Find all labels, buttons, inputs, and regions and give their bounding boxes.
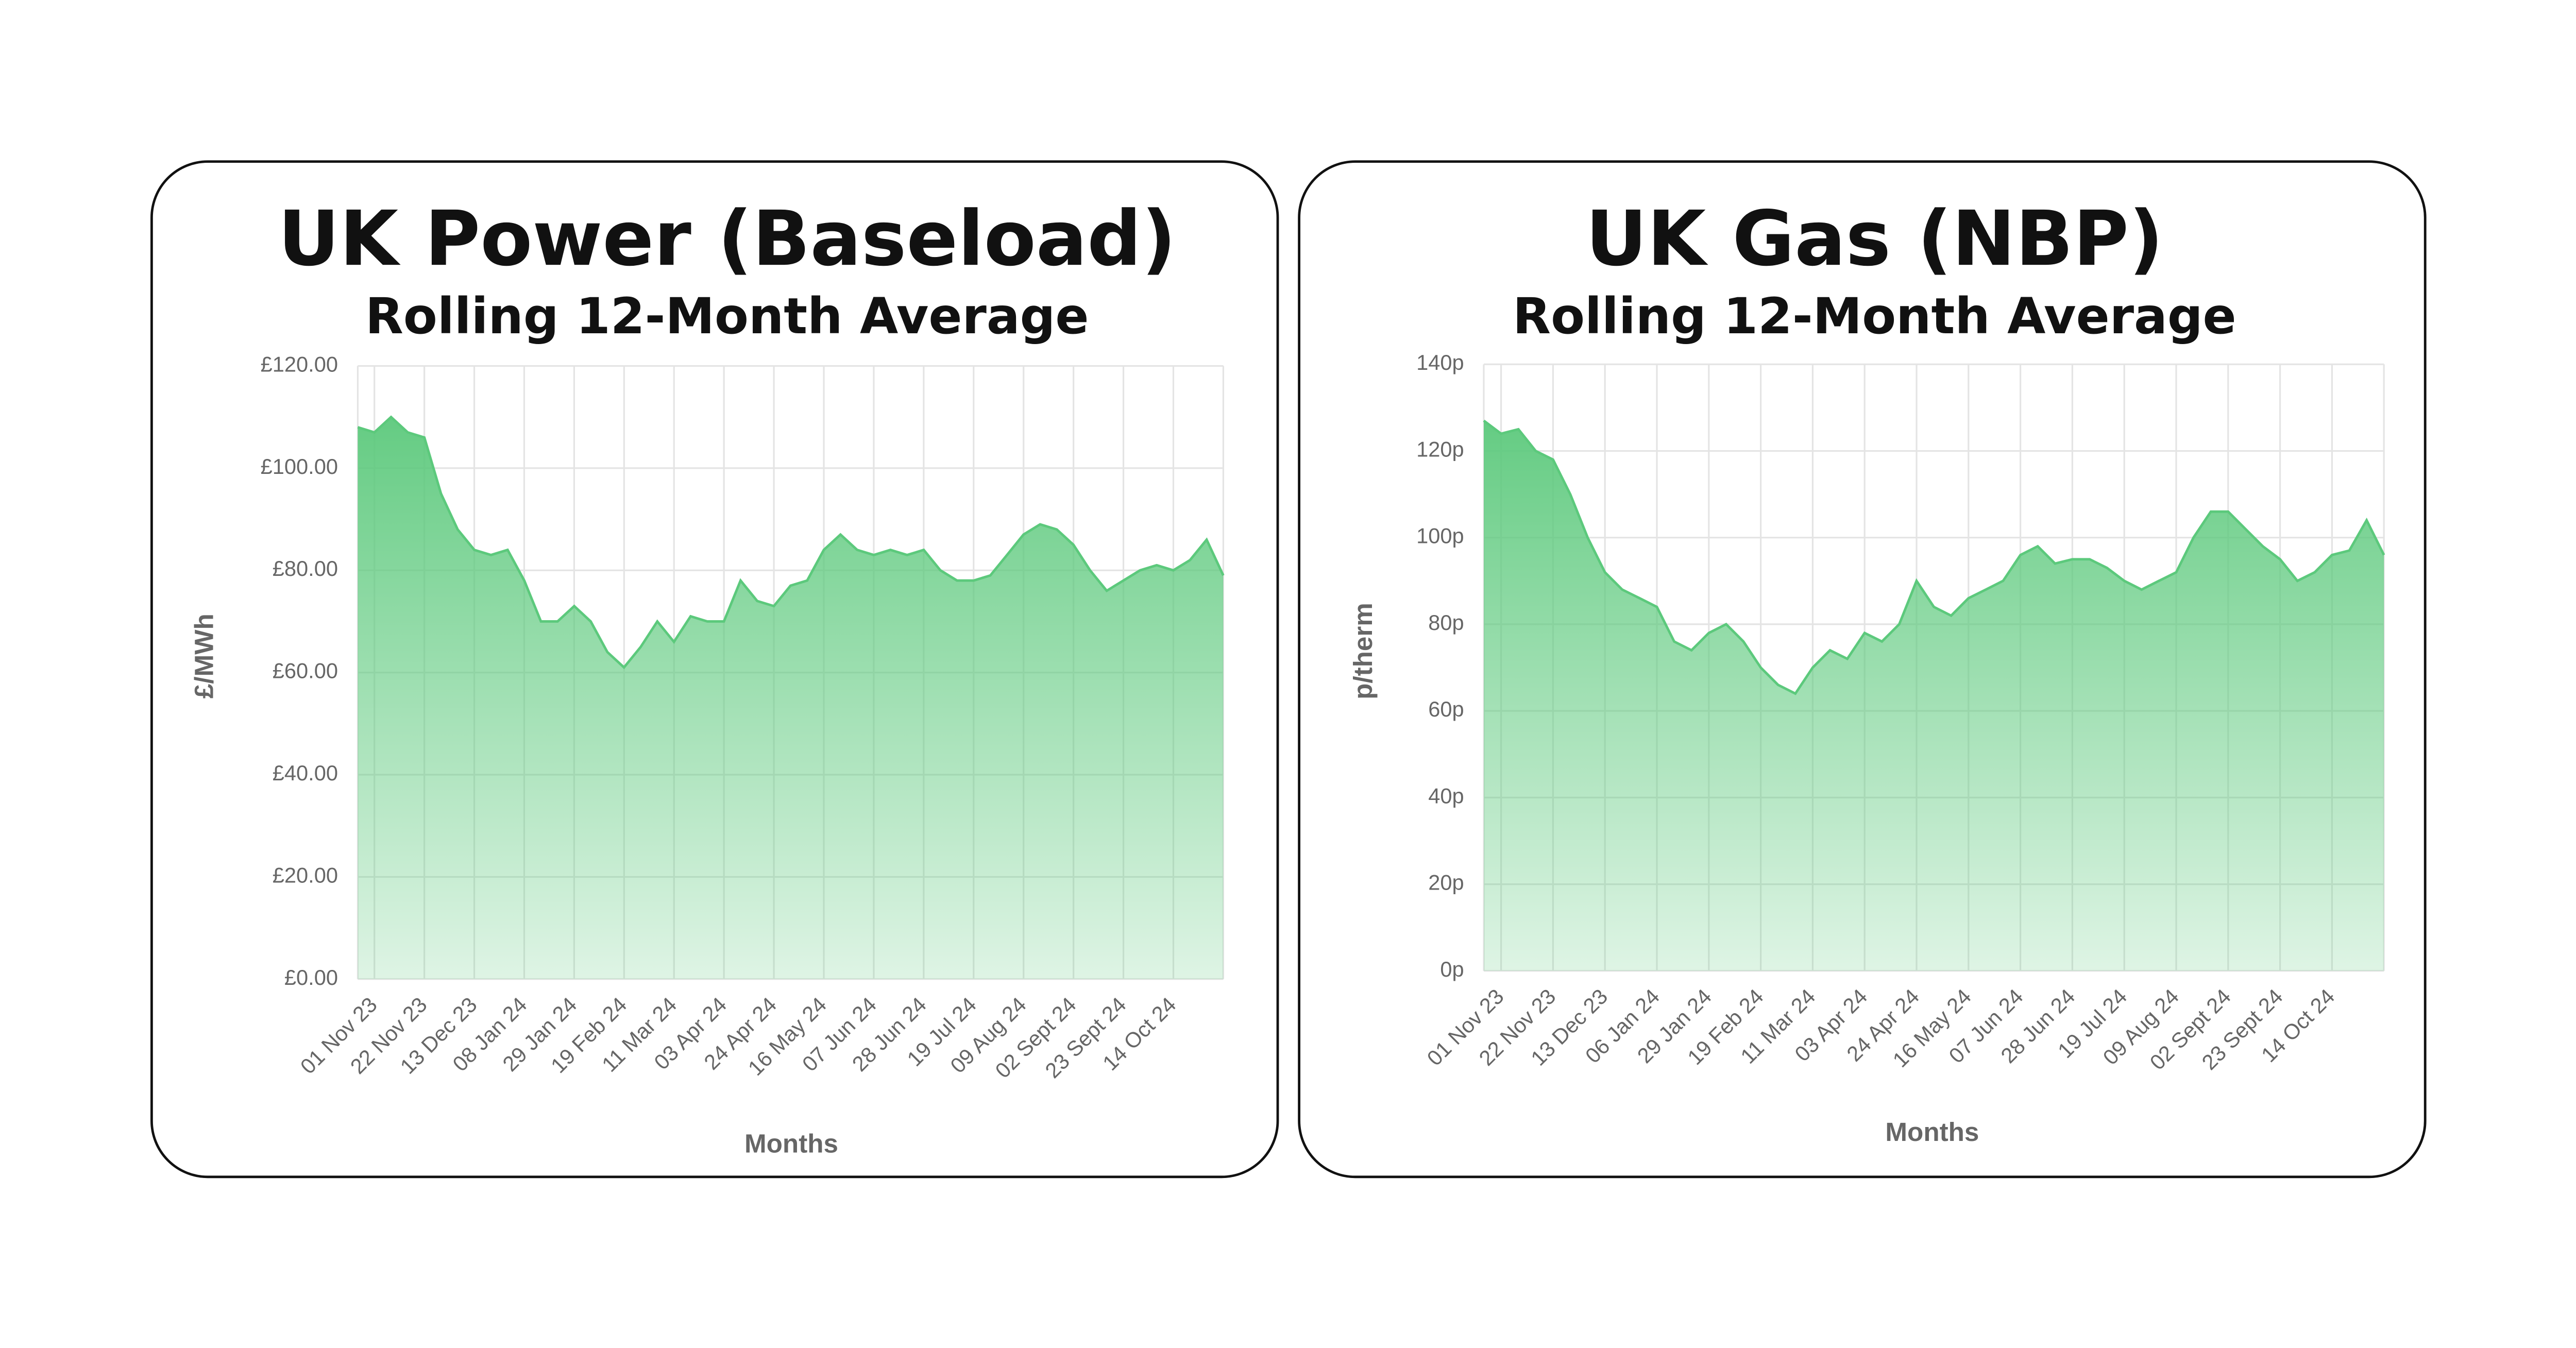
y-axis-label: p/therm [1348, 603, 1378, 699]
y-tick-label: £20.00 [273, 863, 338, 887]
y-tick-label: 140p [1416, 350, 1464, 374]
y-tick-label: 80p [1428, 610, 1464, 635]
y-tick-label: 60p [1428, 697, 1464, 721]
y-tick-label: £120.00 [261, 352, 338, 376]
area [1484, 420, 2384, 971]
y-tick-label: 40p [1428, 783, 1464, 808]
line [357, 415, 1225, 670]
y-tick-label: £60.00 [273, 659, 338, 683]
y-tick-label: 0p [1440, 957, 1464, 981]
y-tick-label: £0.00 [284, 965, 338, 989]
chart-title: UK Gas (NBP) [1586, 194, 2164, 283]
line [1483, 419, 2385, 695]
x-axis-label: Months [744, 1129, 838, 1158]
x-axis-label: Months [1885, 1117, 1979, 1147]
y-axis-label: £/MWh [190, 613, 219, 698]
y-tick-label: 20p [1428, 871, 1464, 895]
y-tick-label: 100p [1416, 524, 1464, 548]
y-tick-label: 120p [1416, 437, 1464, 461]
y-tick-label: £80.00 [273, 556, 338, 581]
area [358, 417, 1224, 979]
y-tick-label: £100.00 [261, 454, 338, 479]
y-tick-label: £40.00 [273, 761, 338, 785]
chart-subtitle: Rolling 12-Month Average [365, 287, 1089, 345]
chart-title: UK Power (Baseload) [278, 194, 1176, 283]
chart-subtitle: Rolling 12-Month Average [1513, 287, 2236, 345]
